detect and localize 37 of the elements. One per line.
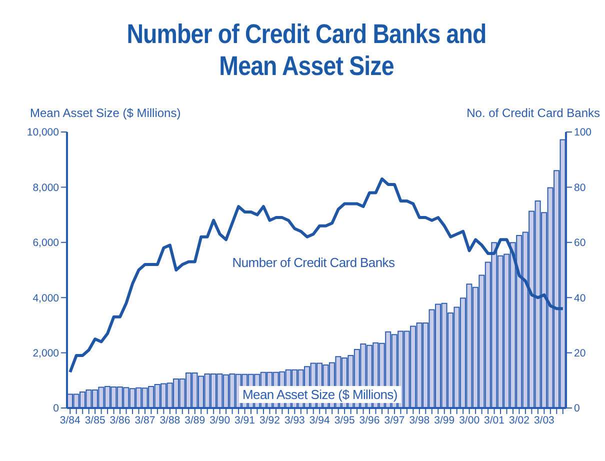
x-tick-label: 3/97 — [384, 414, 405, 426]
y2-tick-label: 40 — [574, 292, 586, 304]
y2-tick-label: 0 — [574, 402, 580, 415]
x-tick-label: 3/91 — [234, 414, 256, 426]
x-tick-label: 3/86 — [110, 414, 130, 426]
x-tick-label: 3/93 — [284, 414, 306, 426]
y2-tick-label: 80 — [574, 182, 586, 194]
y-tick-label: 4,000 — [32, 292, 60, 304]
x-tick-label: 3/95 — [334, 414, 355, 426]
series-label: Mean Asset Size ($ Millions) — [238, 386, 402, 403]
y-tick-label: 10,000 — [26, 126, 60, 139]
y-tick-label: 0 — [53, 402, 60, 415]
series-label: Number of Credit Card Banks — [232, 255, 395, 270]
y2-tick-label: 100 — [574, 126, 592, 139]
x-tick-label: 3/90 — [210, 414, 230, 426]
x-tick-label: 3/00 — [459, 414, 480, 426]
x-tick-label: 3/96 — [359, 414, 380, 426]
y-axis-title: Mean Asset Size ($ Millions) — [30, 106, 181, 120]
chart-title: Number of Credit Card Banks and Mean Asset Size — [126, 18, 488, 82]
x-tick-label: 3/99 — [434, 414, 455, 426]
y2-axis-title: No. of Credit Card Banks — [466, 106, 600, 120]
x-tick-label: 3/01 — [484, 414, 505, 426]
x-tick-label: 3/87 — [134, 414, 156, 426]
x-tick-label: 3/98 — [409, 414, 430, 426]
y-tick-label: 2,000 — [32, 348, 60, 360]
x-tick-label: 3/03 — [534, 414, 555, 426]
x-tick-label: 3/84 — [60, 414, 80, 426]
x-tick-label: 3/94 — [309, 414, 330, 426]
y-tick-label: 6,000 — [32, 237, 60, 250]
y2-tick-label: 20 — [574, 348, 586, 360]
y-tick-label: 8,000 — [32, 182, 60, 194]
y2-tick-label: 60 — [574, 237, 586, 250]
x-tick-label: 3/92 — [260, 414, 280, 426]
x-tick-label: 3/02 — [509, 414, 530, 426]
x-tick-label: 3/85 — [84, 414, 106, 426]
x-tick-label: 3/89 — [184, 414, 206, 426]
x-tick-label: 3/88 — [160, 414, 180, 426]
